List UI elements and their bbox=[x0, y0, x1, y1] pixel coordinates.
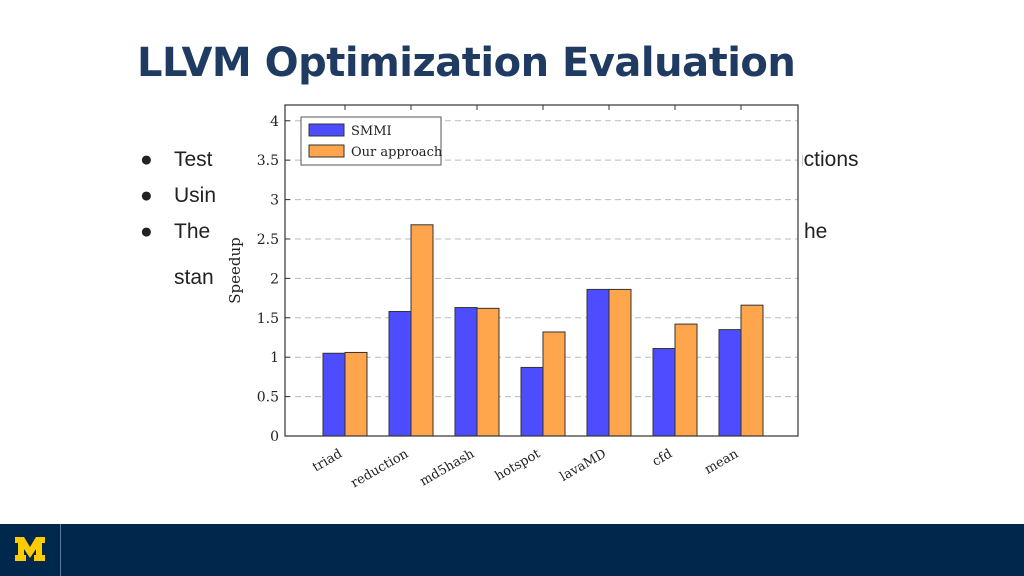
footer-divider bbox=[60, 524, 61, 576]
x-tick-label: mean bbox=[702, 446, 741, 477]
bullet-item: ● The he bbox=[140, 220, 827, 244]
legend-label: SMMI bbox=[351, 124, 392, 139]
footer-bar bbox=[0, 524, 1024, 576]
bar-our-approach bbox=[344, 351, 368, 437]
bar-our-approach bbox=[608, 288, 632, 437]
bullet-text-tail: ructions bbox=[785, 148, 859, 171]
bullet-text: Usin bbox=[174, 184, 217, 207]
bar-smmi bbox=[718, 329, 742, 437]
legend-swatch bbox=[308, 123, 345, 137]
x-tick-label: cfd bbox=[650, 446, 675, 469]
x-tick-label: triad bbox=[310, 446, 345, 475]
bar-smmi bbox=[454, 307, 478, 437]
bar-our-approach bbox=[410, 224, 434, 437]
university-block-m-logo-icon bbox=[15, 537, 45, 561]
bullet-dot-icon: ● bbox=[140, 148, 153, 171]
speedup-chart-svg: 0 0.5 1 1.5 2 2.5 3 3.5 4 triad reduction md5hash ho… bbox=[226, 104, 799, 490]
y-tick-label: 0 bbox=[270, 429, 279, 445]
bullet-item: ● Test ructions bbox=[140, 148, 859, 172]
plot-frame bbox=[284, 104, 799, 437]
bar-our-approach bbox=[476, 307, 500, 437]
legend-label: Our approach bbox=[351, 145, 443, 160]
bullet-text: Test bbox=[174, 148, 213, 171]
x-tick-label: lavaMD bbox=[558, 446, 609, 484]
bar-smmi bbox=[520, 366, 544, 437]
y-tick-label: 2 bbox=[270, 271, 279, 287]
bar-smmi bbox=[586, 288, 610, 437]
y-tick-label: 1.5 bbox=[257, 311, 279, 327]
y-tick-label: 3 bbox=[270, 193, 279, 209]
bar-our-approach bbox=[740, 304, 764, 437]
y-tick-label: 1 bbox=[270, 350, 279, 366]
bar-our-approach bbox=[674, 323, 698, 437]
bullet-item-continued: stan bbox=[140, 266, 214, 290]
bullet-item: ● Usin bbox=[140, 184, 216, 208]
y-tick-label: 0.5 bbox=[257, 390, 279, 406]
y-tick-label: 4 bbox=[270, 114, 279, 130]
bullet-text: The bbox=[174, 220, 211, 243]
bar-smmi bbox=[652, 348, 676, 437]
x-tick-label: reduction bbox=[349, 446, 412, 490]
bar-our-approach bbox=[542, 331, 566, 437]
bullet-text: stan bbox=[174, 266, 214, 289]
bar-smmi bbox=[322, 352, 346, 437]
y-tick-label: 3.5 bbox=[257, 153, 279, 169]
speedup-chart: 0 0.5 1 1.5 2 2.5 3 3.5 4 triad reduction md5hash ho… bbox=[222, 100, 802, 490]
bullet-text-tail: he bbox=[804, 220, 828, 243]
bullet-dot-icon: ● bbox=[140, 220, 153, 243]
bullet-dot-icon: ● bbox=[140, 184, 153, 207]
legend-swatch bbox=[308, 144, 345, 158]
slide-title: LLVM Optimization Evaluation bbox=[137, 40, 796, 86]
x-tick-label: md5hash bbox=[417, 446, 477, 489]
y-axis-label: Speedup bbox=[226, 237, 244, 304]
bar-smmi bbox=[388, 310, 412, 437]
y-tick-label: 2.5 bbox=[257, 232, 279, 248]
x-tick-label: hotspot bbox=[493, 446, 544, 484]
